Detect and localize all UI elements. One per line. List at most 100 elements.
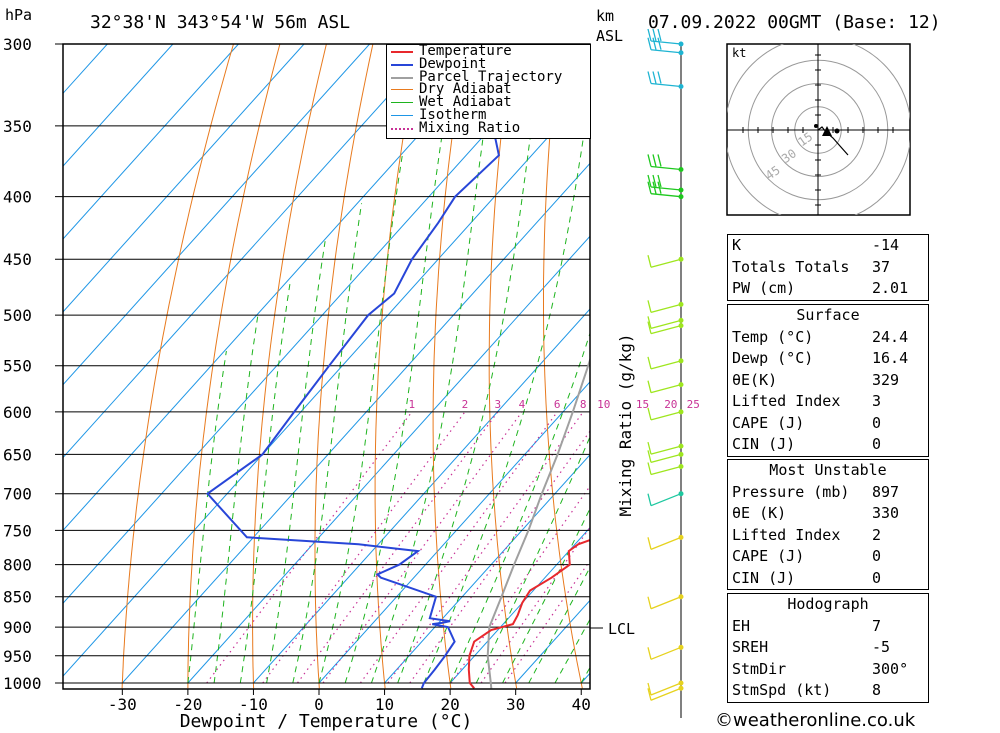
wind-barb [650,596,682,610]
dry-adiabat-line [121,44,234,689]
hodograph-ring-label: 30 [779,146,799,166]
wind-barb [650,411,682,421]
wind-barb-flag [652,174,657,188]
hodograph-point [814,124,818,128]
wind-barb-flag [657,37,662,50]
dry-adiabat-line [931,44,1000,688]
wind-barb-flag [647,441,652,455]
wind-barb-flag [647,647,652,660]
hodograph-unit: kt [732,46,746,60]
wind-barb-flag [657,154,662,167]
index-pw: PW (cm) 2.01 [732,279,909,297]
pressure-tick-label: 850 [3,588,32,607]
mixing-ratio-line [262,411,466,684]
pressure-tick-label: 500 [3,306,32,325]
mixing-ratio-label: 3 [494,398,501,411]
pressure-lines [55,43,590,684]
wind-barb [650,324,682,335]
hodograph-point [834,128,840,134]
wind-barb-flag [647,356,652,370]
wind-barb-flag [657,71,662,84]
hodograph-panel: Hodograph EH 7 SREH -5 StmDir 300° StmSpd (… [727,593,929,703]
pressure-tick-label: 750 [3,521,32,540]
pressure-tick-label: 600 [3,403,32,422]
asl-unit: ASL [596,27,623,45]
mixing-ratio-label: 6 [554,398,561,411]
plot-frame [62,43,591,690]
wind-barb-flag [647,255,652,268]
dry-adiabat-line [543,44,583,689]
index-k: K -14 [732,236,900,254]
dry-adiabat-line [314,44,374,689]
location-title: 32°38'N 343°54'W 56m ASL [90,12,350,33]
isotherm-line [253,308,590,684]
wind-barb-flag [652,154,657,167]
background-lines [63,44,1000,689]
hodograph-title: Hodograph [787,595,869,613]
most-unstable-title: Most Unstable [769,461,887,479]
wet-adiabat-line [397,44,544,684]
temperature-tick-labels: -30 -20 -10 0 10 20 30 40 [108,689,591,714]
wet-adiabat-line [187,350,227,684]
parcel-line [486,356,590,689]
temperature-line [467,538,590,689]
wind-barb-flag [652,28,657,42]
dry-adiabat-line [647,44,714,688]
wind-barb-flag [657,181,662,194]
isotherm-line [63,44,502,532]
mixing-ratio-label: 4 [519,398,526,411]
pressure-tick-label: 900 [3,618,32,637]
index-tt: Totals Totals 37 [732,257,891,276]
most-unstable-panel: Most Unstable Pressure (mb) 897 θE (K) 330… [727,459,929,590]
wind-barb-flag [647,154,652,167]
pressure-tick-label: 800 [3,556,32,575]
mixing-ratio-line [359,411,558,684]
isotherm-line [121,162,590,684]
wet-adiabat-line [213,315,259,684]
wind-barb [650,186,682,191]
mixing-ratio-line [387,411,584,684]
wind-barb [650,360,682,370]
wind-barb [650,465,682,476]
pressure-tick-label: 700 [3,485,32,504]
wind-barb-flag [647,688,652,701]
isotherm-line [449,526,590,684]
credit[interactable]: ©weatheronline.co.uk [715,710,916,731]
x-axis-label: Dewpoint / Temperature (°C) [180,711,473,732]
wet-adiabat-line [475,435,590,684]
mixing-ratio-line [450,485,590,684]
isotherm-line [63,44,370,386]
wet-adiabat-line [370,52,496,684]
legend: Temperature Dewpoint Parcel Trajectory D… [386,44,591,139]
legend-item-parcel: Parcel Trajectory [387,70,590,84]
legend-item-mixing-ratio: Mixing Ratio [387,121,590,135]
wind-barb [650,536,682,550]
dry-adiabat-line [977,44,1000,688]
wind-barb-flag [652,71,657,84]
mixing-ratio-label: 2 [462,398,469,411]
wind-barb [650,165,682,171]
mixing-ratio-line [504,559,590,684]
wet-adiabat-line [292,203,363,684]
mixing-ratio-line [409,430,590,684]
pressure-tick-labels: 300 350 400 450 500 550 600 650 700 750 800 850 900 9… [3,35,42,693]
dry-adiabat-line [488,44,518,689]
legend-item-wet-adiabat: Wet Adiabat [387,95,590,109]
wind-barb-flag [647,321,652,334]
wind-barb [650,493,682,507]
wind-profile [647,28,684,718]
pressure-tick-label: 550 [3,357,32,376]
wind-barb [650,303,682,314]
isotherm-line [318,381,590,684]
isotherm-line [63,44,174,167]
legend-item-dry-adiabat: Dry Adiabat [387,82,590,96]
isotherm-line [384,453,590,684]
pressure-tick-label: 300 [3,35,32,54]
wet-adiabat-line [266,241,326,684]
dry-adiabat-line [252,44,327,689]
wind-barb-flag [647,174,652,188]
wind-barb [650,258,682,268]
pressure-unit: hPa [5,6,32,24]
storm-motion-marker [822,126,832,136]
